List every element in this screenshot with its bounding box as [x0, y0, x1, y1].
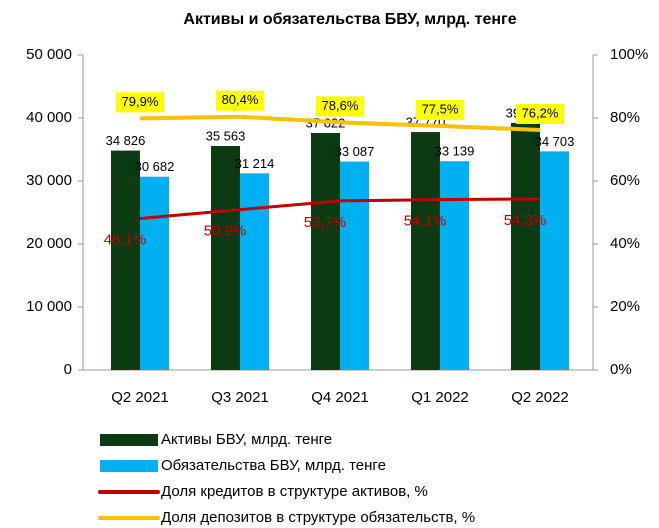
- bar: [511, 122, 540, 370]
- data-label: 34 826: [106, 133, 146, 148]
- data-label: 53,7%: [304, 214, 347, 231]
- x-tick-label: Q4 2021: [311, 389, 369, 406]
- label-box: [416, 99, 464, 120]
- y2-tick-label: 60%: [610, 172, 640, 189]
- x-tick-label: Q2 2021: [111, 389, 169, 406]
- data-label: 30 682: [135, 159, 175, 174]
- bar: [540, 151, 569, 370]
- label-box: [516, 103, 564, 124]
- bar: [211, 145, 240, 370]
- x-tick-label: Q2 2022: [511, 389, 569, 406]
- bar: [311, 132, 340, 370]
- legend-swatch: [100, 460, 158, 472]
- label-box: [316, 96, 364, 117]
- data-label: 76,2%: [522, 105, 559, 120]
- data-label: 54,1%: [404, 213, 447, 230]
- data-label: 54,3%: [504, 212, 547, 229]
- legend-label: Доля депозитов в структуре обязательств,…: [161, 509, 475, 526]
- bar: [440, 161, 469, 370]
- legend-label: Активы БВУ, млрд. тенге: [161, 431, 332, 448]
- bar: [111, 150, 140, 370]
- data-label: 79,9%: [122, 94, 159, 109]
- y2-tick-label: 40%: [610, 235, 640, 252]
- x-tick-label: Q1 2022: [411, 389, 469, 406]
- data-label: 31 214: [235, 156, 275, 171]
- y-tick-label: 0: [64, 361, 72, 378]
- x-tick-label: Q3 2021: [211, 389, 269, 406]
- data-label: 50,9%: [204, 223, 247, 240]
- y2-tick-label: 80%: [610, 109, 640, 126]
- y-tick-label: 30 000: [26, 172, 72, 189]
- data-label: 33 139: [435, 144, 475, 159]
- data-label: 34 703: [535, 134, 575, 149]
- data-label: 33 087: [335, 144, 375, 159]
- data-label: 80,4%: [222, 92, 259, 107]
- label-box: [216, 90, 264, 111]
- y2-tick-label: 0%: [610, 361, 632, 378]
- legend-label: Обязательства БВУ, млрд. тенге: [161, 457, 386, 474]
- legend-label: Доля кредитов в структуре активов, %: [161, 483, 428, 500]
- y-tick-label: 40 000: [26, 109, 72, 126]
- label-box: [116, 92, 164, 113]
- y2-tick-label: 20%: [610, 298, 640, 315]
- data-label: 35 563: [206, 128, 246, 143]
- line: [139, 114, 541, 132]
- data-label: 78,6%: [322, 98, 359, 113]
- bar: [240, 173, 269, 370]
- y2-tick-label: 100%: [610, 46, 648, 63]
- legend-swatch: [100, 434, 158, 446]
- y-tick-label: 10 000: [26, 298, 72, 315]
- line: [139, 197, 541, 220]
- data-label: 48,1%: [104, 231, 147, 248]
- chart-title: Активы и обязательства БВУ, млрд. тенге: [183, 11, 516, 28]
- data-label: 77,5%: [422, 101, 459, 116]
- bar: [140, 176, 169, 370]
- y-tick-label: 50 000: [26, 46, 72, 63]
- y-tick-label: 20 000: [26, 235, 72, 252]
- bar: [411, 132, 440, 370]
- bar: [340, 161, 369, 370]
